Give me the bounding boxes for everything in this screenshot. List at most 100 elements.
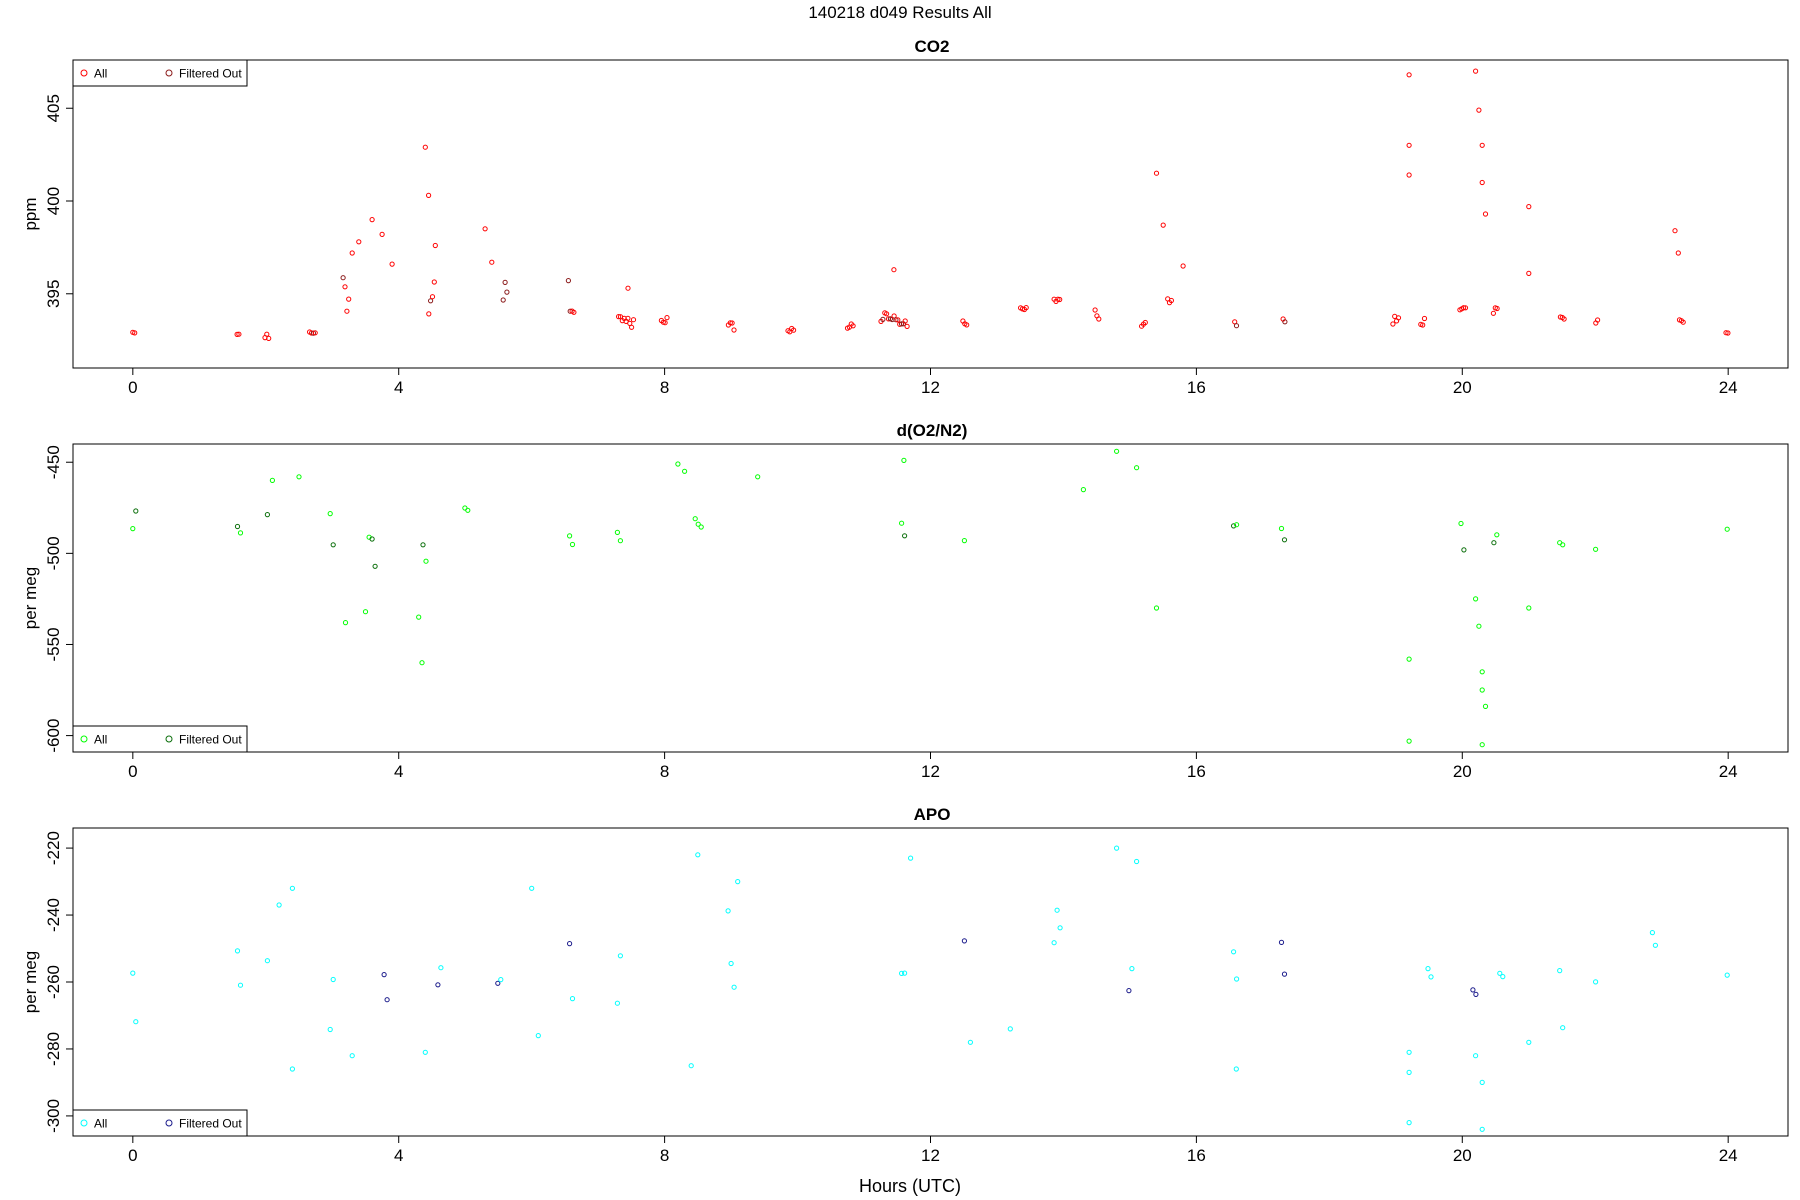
y-tick-label: -220 xyxy=(44,831,63,865)
y-axis-label: per meg xyxy=(21,951,40,1013)
all-point xyxy=(571,309,577,315)
spike-point xyxy=(389,261,395,267)
filtered-point xyxy=(381,972,387,978)
filtered-point xyxy=(1282,319,1288,325)
outlier-point xyxy=(416,614,422,620)
all-point xyxy=(1278,525,1285,532)
all-point xyxy=(344,308,350,314)
all-point xyxy=(1425,966,1431,972)
all-point xyxy=(1723,330,1729,336)
spike-point xyxy=(432,242,438,249)
outlier-point xyxy=(289,885,295,891)
all-point xyxy=(1234,976,1240,982)
filtered-point xyxy=(504,289,510,295)
legend-label-all: All xyxy=(94,67,107,81)
all-point xyxy=(132,330,138,336)
outlier-point xyxy=(1406,1120,1412,1126)
x-tick-label: 20 xyxy=(1453,1146,1472,1165)
legend-marker-filtered xyxy=(165,69,173,77)
spike-point xyxy=(1473,68,1479,74)
filtered-point xyxy=(1473,991,1479,998)
all-point xyxy=(1490,310,1497,316)
plot-frame xyxy=(72,827,1789,1137)
spike-point xyxy=(1526,270,1532,276)
y-tick-label: -600 xyxy=(44,719,63,753)
spike-point xyxy=(1153,170,1160,176)
x-tick-label: 12 xyxy=(921,378,940,397)
filtered-point xyxy=(435,982,441,988)
legend-marker-all xyxy=(80,735,88,743)
all-point xyxy=(264,958,270,964)
spike-point xyxy=(349,250,355,256)
all-point xyxy=(698,524,704,530)
x-tick-label: 16 xyxy=(1187,378,1206,397)
outlier-point xyxy=(901,457,907,463)
y-tick-label: 400 xyxy=(44,187,63,215)
all-point xyxy=(1561,316,1567,322)
spike-point xyxy=(356,239,362,245)
filtered-point xyxy=(369,536,375,542)
all-point xyxy=(498,977,504,983)
outlier-point xyxy=(908,855,914,861)
all-point xyxy=(312,330,318,336)
spike-point xyxy=(489,259,495,265)
all-point xyxy=(1652,942,1659,948)
outlier-point xyxy=(1476,623,1482,629)
all-point xyxy=(731,327,737,333)
filtered-point xyxy=(330,542,336,548)
legend-marker-filtered xyxy=(165,1119,173,1127)
filtered-point xyxy=(1233,323,1240,329)
all-point xyxy=(1557,968,1563,974)
all-point xyxy=(342,284,348,290)
filtered-point xyxy=(133,508,139,514)
filtered-point xyxy=(384,997,390,1003)
spike-point xyxy=(379,231,385,237)
spike-point xyxy=(1526,204,1532,210)
x-tick-label: 8 xyxy=(660,1146,669,1165)
filtered-point xyxy=(1281,971,1288,977)
y-tick-label: -300 xyxy=(44,1099,63,1133)
x-tick-label: 24 xyxy=(1719,1146,1738,1165)
all-point xyxy=(731,984,737,990)
all-point xyxy=(1428,974,1434,980)
all-point xyxy=(431,279,437,285)
outlier-point xyxy=(269,477,275,483)
legend: All Filtered Out xyxy=(72,59,248,87)
outlier-point xyxy=(1479,1079,1485,1086)
all-point xyxy=(725,908,731,914)
filtered-point xyxy=(495,980,501,986)
outlier-point xyxy=(1233,1066,1239,1072)
all-point xyxy=(130,970,136,976)
all-point xyxy=(614,1000,621,1006)
all-point xyxy=(1057,925,1063,931)
all-point xyxy=(234,331,240,337)
plot-frame xyxy=(72,443,1789,753)
legend-box xyxy=(72,1109,248,1137)
filtered-point xyxy=(1491,540,1497,546)
spike-point xyxy=(1482,211,1489,217)
outlier-point xyxy=(967,1039,974,1045)
spike-point xyxy=(1406,172,1412,178)
all-point xyxy=(1724,972,1730,978)
y-tick-label: -240 xyxy=(44,898,63,932)
legend-label-all: All xyxy=(94,1117,107,1131)
filtered-point xyxy=(502,279,508,285)
all-point xyxy=(961,538,968,544)
spike-point xyxy=(422,144,428,150)
all-point xyxy=(617,953,624,959)
outlier-point xyxy=(1482,703,1489,710)
spike-point xyxy=(1160,222,1166,228)
x-axis-label: Hours (UTC) xyxy=(859,1176,961,1196)
outlier-point xyxy=(1473,1053,1479,1059)
spike-point xyxy=(1180,263,1186,269)
legend: All Filtered Out xyxy=(72,1109,248,1137)
all-point xyxy=(904,323,910,329)
all-point xyxy=(728,960,734,967)
data-points xyxy=(130,845,1730,1132)
all-point xyxy=(1461,305,1467,311)
panel-3: APO per meg 0 4 8 12 16 20 24 -220 -240 -260 -280 -30… xyxy=(21,805,1789,1165)
legend-box xyxy=(72,725,248,753)
all-point xyxy=(1458,520,1464,527)
all-point xyxy=(630,317,637,323)
outlier-point xyxy=(419,660,425,666)
